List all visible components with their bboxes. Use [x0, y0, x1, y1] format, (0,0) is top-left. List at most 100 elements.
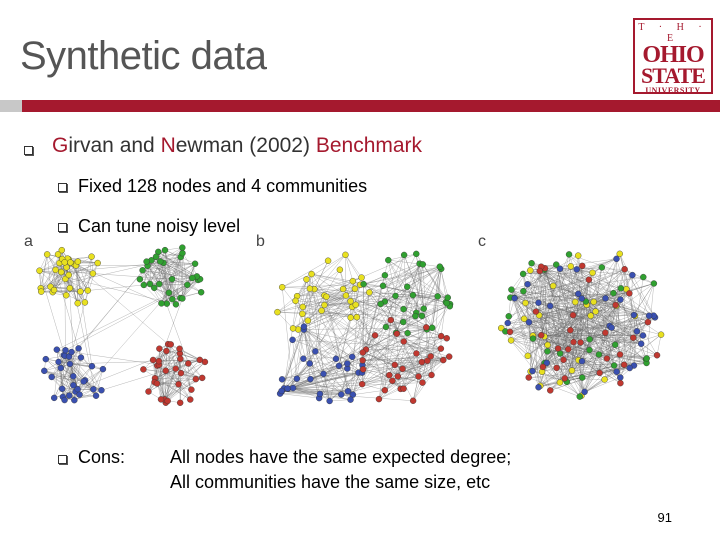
network-edge — [153, 348, 180, 361]
network-edge — [403, 296, 438, 323]
network-edge — [87, 284, 144, 291]
network-node — [409, 397, 417, 404]
network-node — [62, 346, 69, 354]
network-edge — [559, 268, 635, 316]
network-edge — [164, 250, 173, 280]
network-node — [404, 329, 411, 337]
network-edge — [287, 363, 310, 389]
network-node — [400, 318, 407, 326]
network-edge — [530, 270, 574, 316]
network-edge — [605, 332, 621, 384]
network-edge — [160, 358, 181, 400]
title-rule-left — [0, 100, 22, 112]
network-edge — [522, 273, 530, 323]
network-edge — [352, 306, 401, 390]
network-node — [81, 299, 89, 306]
network-node — [146, 280, 154, 288]
network-edge — [403, 321, 427, 330]
network-edge — [307, 295, 325, 321]
network-edge — [143, 369, 191, 400]
network-edge — [564, 315, 650, 379]
network-edge — [44, 370, 70, 396]
network-edge — [324, 288, 344, 306]
network-edge — [535, 311, 642, 344]
network-edge — [403, 341, 441, 349]
network-node — [165, 289, 173, 296]
network-edge — [384, 254, 405, 276]
network-edge — [143, 265, 148, 285]
network-edge — [505, 331, 647, 364]
network-edge — [315, 351, 340, 366]
network-edge — [382, 263, 420, 286]
network-node — [560, 356, 567, 364]
network-node — [629, 271, 636, 279]
network-node — [66, 284, 74, 292]
network-edge — [599, 298, 606, 373]
network-edge — [544, 269, 561, 354]
network-edge — [541, 266, 648, 323]
network-edge — [283, 358, 304, 389]
network-edge — [400, 348, 442, 390]
text-benchmark: Benchmark — [315, 134, 423, 157]
network-edge — [74, 390, 102, 401]
network-node — [616, 351, 624, 358]
network-node — [536, 267, 543, 275]
network-node — [585, 276, 593, 283]
network-node — [577, 339, 584, 346]
network-edge — [407, 295, 414, 334]
network-node — [630, 311, 638, 319]
network-edge — [528, 266, 542, 323]
network-node — [300, 355, 307, 362]
network-edge — [541, 268, 561, 336]
network-node — [409, 291, 417, 299]
network-edge — [293, 387, 348, 392]
network-node — [602, 295, 609, 302]
network-node — [164, 397, 171, 405]
network-edge — [303, 329, 363, 373]
network-edge — [160, 378, 196, 400]
network-node — [54, 251, 62, 258]
network-node — [197, 289, 205, 296]
network-edge — [422, 303, 447, 383]
network-node — [598, 264, 606, 271]
network-edge — [624, 269, 654, 284]
network-edge — [314, 289, 322, 311]
logo-the: T · H · E — [638, 22, 708, 44]
network-edge — [302, 296, 327, 308]
bullet-square-icon — [58, 455, 67, 464]
network-edge — [44, 370, 74, 377]
network-edge — [539, 270, 582, 299]
network-edge — [403, 254, 433, 328]
network-edge — [84, 262, 98, 303]
title-rule — [22, 100, 720, 112]
network-node — [187, 396, 194, 403]
network-node — [163, 300, 171, 307]
network-edge — [385, 254, 405, 328]
network-edge — [613, 293, 635, 316]
network-edge — [378, 333, 398, 400]
network-edge — [296, 279, 307, 297]
network-node — [53, 346, 61, 353]
network-node — [347, 396, 354, 403]
network-edge — [363, 263, 420, 285]
network-node — [630, 334, 637, 341]
network-node — [539, 363, 547, 371]
network-edge — [164, 361, 206, 400]
network-node — [55, 358, 62, 366]
network-node — [613, 255, 620, 263]
network-edge — [53, 267, 67, 291]
network-node — [413, 350, 420, 357]
network-node — [424, 357, 431, 364]
network-edge — [147, 265, 170, 293]
network-node — [617, 379, 624, 387]
network-edge — [282, 327, 427, 380]
network-node — [404, 283, 411, 290]
panel-label-b: b — [256, 233, 265, 250]
network-node — [188, 386, 195, 393]
network-edge — [281, 391, 320, 395]
network-edge — [41, 271, 62, 292]
network-node — [67, 259, 74, 266]
network-node — [292, 297, 299, 305]
network-edge — [139, 261, 161, 280]
network-edge — [363, 283, 416, 317]
